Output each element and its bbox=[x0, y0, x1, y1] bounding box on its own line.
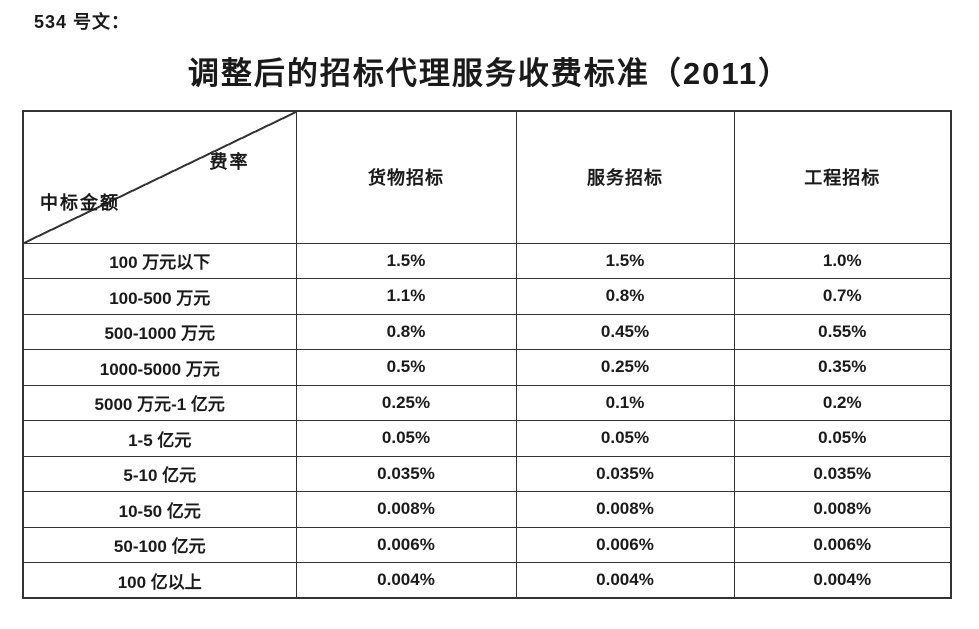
service-rate-cell: 0.008% bbox=[515, 491, 735, 528]
amount-cell: 100-500 万元 bbox=[22, 278, 297, 315]
engineering-rate-cell: 0.35% bbox=[733, 349, 952, 386]
goods-rate-cell: 1.1% bbox=[295, 278, 517, 315]
service-rate-cell: 0.8% bbox=[515, 278, 735, 315]
goods-rate-cell: 0.5% bbox=[295, 349, 517, 386]
table-row: 1-5 亿元 0.05% 0.05% 0.05% bbox=[22, 420, 952, 457]
engineering-rate-cell: 0.55% bbox=[733, 313, 952, 350]
table-row: 50-100 亿元 0.006% 0.006% 0.006% bbox=[22, 526, 952, 563]
table-row: 1000-5000 万元 0.5% 0.25% 0.35% bbox=[22, 349, 952, 386]
table-header-row: 费率 中标金额 货物招标 服务招标 工程招标 bbox=[22, 110, 952, 244]
page-title: 调整后的招标代理服务收费标准（2011） bbox=[187, 56, 792, 91]
goods-rate-cell: 0.035% bbox=[295, 455, 517, 492]
service-rate-cell: 0.45% bbox=[515, 313, 735, 350]
corner-label-amount: 中标金额 bbox=[40, 192, 120, 213]
service-rate-cell: 0.004% bbox=[515, 562, 735, 599]
service-rate-cell: 0.1% bbox=[515, 384, 735, 421]
fee-rate-table: 费率 中标金额 货物招标 服务招标 工程招标 100 万元以下 1.5% 1.5… bbox=[22, 110, 952, 599]
column-header-service: 服务招标 bbox=[515, 110, 735, 244]
amount-cell: 10-50 亿元 bbox=[22, 491, 297, 528]
table-row: 10-50 亿元 0.008% 0.008% 0.008% bbox=[22, 491, 952, 528]
service-rate-cell: 0.035% bbox=[515, 455, 735, 492]
document-number-label: 534 号文： bbox=[34, 12, 131, 32]
engineering-rate-cell: 0.004% bbox=[733, 562, 952, 599]
amount-cell: 50-100 亿元 bbox=[22, 526, 297, 563]
service-rate-cell: 0.25% bbox=[515, 349, 735, 386]
diagonal-corner-cell: 费率 中标金额 bbox=[22, 110, 297, 244]
amount-cell: 1000-5000 万元 bbox=[22, 349, 297, 386]
goods-rate-cell: 0.006% bbox=[295, 526, 517, 563]
amount-cell: 1-5 亿元 bbox=[22, 420, 297, 457]
goods-rate-cell: 0.05% bbox=[295, 420, 517, 457]
engineering-rate-cell: 0.006% bbox=[733, 526, 952, 563]
goods-rate-cell: 0.004% bbox=[295, 562, 517, 599]
table-row: 100 万元以下 1.5% 1.5% 1.0% bbox=[22, 242, 952, 279]
engineering-rate-cell: 0.7% bbox=[733, 278, 952, 315]
amount-cell: 5000 万元-1 亿元 bbox=[22, 384, 297, 421]
engineering-rate-cell: 0.05% bbox=[733, 420, 952, 457]
service-rate-cell: 0.05% bbox=[515, 420, 735, 457]
column-header-engineering: 工程招标 bbox=[733, 110, 952, 244]
engineering-rate-cell: 0.008% bbox=[733, 491, 952, 528]
service-rate-cell: 0.006% bbox=[515, 526, 735, 563]
goods-rate-cell: 0.8% bbox=[295, 313, 517, 350]
engineering-rate-cell: 0.035% bbox=[733, 455, 952, 492]
table-row: 5-10 亿元 0.035% 0.035% 0.035% bbox=[22, 455, 952, 492]
column-header-goods: 货物招标 bbox=[295, 110, 517, 244]
amount-cell: 100 万元以下 bbox=[22, 242, 297, 279]
amount-cell: 100 亿以上 bbox=[22, 562, 297, 599]
goods-rate-cell: 0.25% bbox=[295, 384, 517, 421]
goods-rate-cell: 1.5% bbox=[295, 242, 517, 279]
table-row: 5000 万元-1 亿元 0.25% 0.1% 0.2% bbox=[22, 384, 952, 421]
table-row: 100-500 万元 1.1% 0.8% 0.7% bbox=[22, 278, 952, 315]
table-row: 500-1000 万元 0.8% 0.45% 0.55% bbox=[22, 313, 952, 350]
corner-label-rate: 费率 bbox=[209, 152, 250, 172]
amount-cell: 500-1000 万元 bbox=[22, 313, 297, 350]
amount-cell: 5-10 亿元 bbox=[22, 455, 297, 492]
engineering-rate-cell: 0.2% bbox=[733, 384, 952, 421]
goods-rate-cell: 0.008% bbox=[295, 491, 517, 528]
table-row: 100 亿以上 0.004% 0.004% 0.004% bbox=[22, 562, 952, 599]
service-rate-cell: 1.5% bbox=[515, 242, 735, 279]
engineering-rate-cell: 1.0% bbox=[733, 242, 952, 279]
